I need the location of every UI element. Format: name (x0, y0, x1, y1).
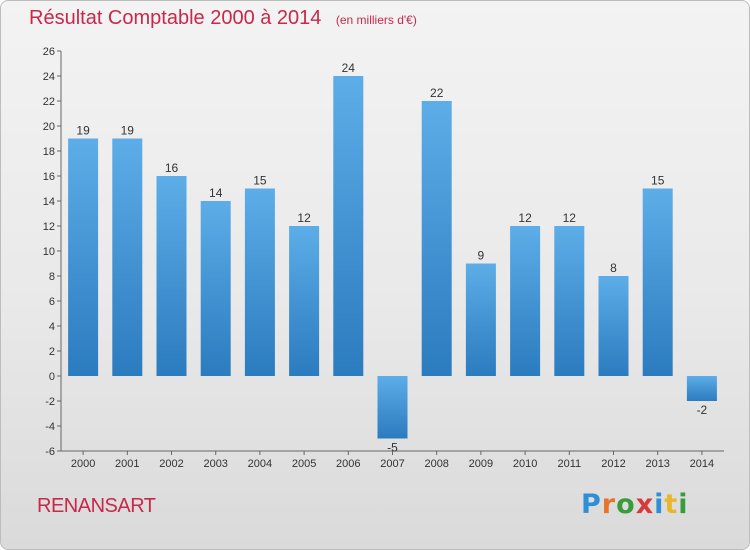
bar (200, 201, 231, 376)
y-tick-label: 22 (43, 96, 55, 108)
bar (421, 101, 452, 376)
y-tick-label: 20 (43, 121, 55, 133)
brand-letter: t (664, 489, 679, 520)
x-tick-label: 2000 (71, 458, 95, 470)
x-tick-label: 2003 (203, 458, 227, 470)
x-tick-label: 2002 (159, 458, 183, 470)
bar (289, 226, 320, 376)
y-tick-label: -4 (45, 421, 55, 433)
x-tick-label: 2004 (248, 458, 272, 470)
bar (156, 176, 187, 376)
data-label: -5 (387, 441, 398, 455)
bar (377, 376, 408, 439)
brand-letter: i (654, 489, 665, 520)
y-tick-label: 6 (49, 296, 55, 308)
place-name: RENANSART (37, 495, 156, 517)
bar (598, 276, 629, 376)
brand-letter: o (616, 489, 636, 520)
y-tick-label: 2 (49, 346, 55, 358)
bar (642, 188, 673, 376)
data-label: 12 (297, 211, 311, 225)
data-labels: 19 19 16 14 15 12 24 -5 22 9 12 12 8 15 -2 (76, 61, 707, 455)
data-label: 19 (76, 124, 90, 138)
data-label: 15 (651, 174, 665, 188)
y-tick-label: -2 (45, 396, 55, 408)
x-tick-label: 2008 (424, 458, 448, 470)
y-tick-label: -6 (45, 446, 55, 458)
chart-subtitle: (en milliers d'€) (335, 13, 417, 27)
y-tick-label: 4 (49, 321, 55, 333)
y-tick-label: 24 (43, 71, 55, 83)
x-tick-label: 2009 (469, 458, 493, 470)
brand-letter: i (678, 489, 689, 520)
data-label: 22 (430, 86, 444, 100)
x-tick-label: 2010 (513, 458, 537, 470)
title-row: Résultat Comptable 2000 à 2014 (en milli… (29, 7, 417, 30)
bar (465, 263, 496, 376)
data-label: 15 (253, 174, 267, 188)
brand-letter: r (601, 489, 617, 520)
y-tick-label: 14 (43, 196, 55, 208)
x-tick-label: 2007 (380, 458, 404, 470)
data-label: 24 (342, 61, 356, 75)
y-tick-label: 12 (43, 221, 55, 233)
x-tick-label: 2013 (645, 458, 669, 470)
x-tick-label: 2014 (690, 458, 714, 470)
data-label: -2 (697, 403, 708, 417)
data-label: 16 (165, 161, 179, 175)
brand-letter: x (635, 489, 655, 520)
x-tick-label: 2011 (557, 458, 581, 470)
y-tick-label: 18 (43, 146, 55, 158)
bar (68, 138, 99, 376)
bars (68, 76, 717, 439)
y-tick-label: 0 (49, 371, 55, 383)
brand-letter: P (581, 489, 602, 520)
y-tick-label: 10 (43, 246, 55, 258)
chart-title: Résultat Comptable 2000 à 2014 (29, 7, 322, 29)
brand-logo: Proxiti (581, 489, 689, 520)
x-tick-label: 2006 (336, 458, 360, 470)
y-tick-label: 8 (49, 271, 55, 283)
data-label: 12 (563, 211, 577, 225)
y-tick-label: 16 (43, 171, 55, 183)
bar (686, 376, 717, 401)
bar (510, 226, 541, 376)
bar (112, 138, 143, 376)
data-label: 14 (209, 186, 223, 200)
data-label: 12 (518, 211, 532, 225)
bar (554, 226, 585, 376)
x-tick-label: 2001 (115, 458, 139, 470)
data-label: 9 (478, 249, 485, 263)
y-tick-label: 26 (43, 46, 55, 58)
bar (333, 76, 364, 376)
data-label: 8 (610, 261, 617, 275)
data-label: 19 (121, 124, 135, 138)
x-tick-label: 2005 (292, 458, 316, 470)
bar (244, 188, 275, 376)
x-tick-label: 2012 (601, 458, 625, 470)
